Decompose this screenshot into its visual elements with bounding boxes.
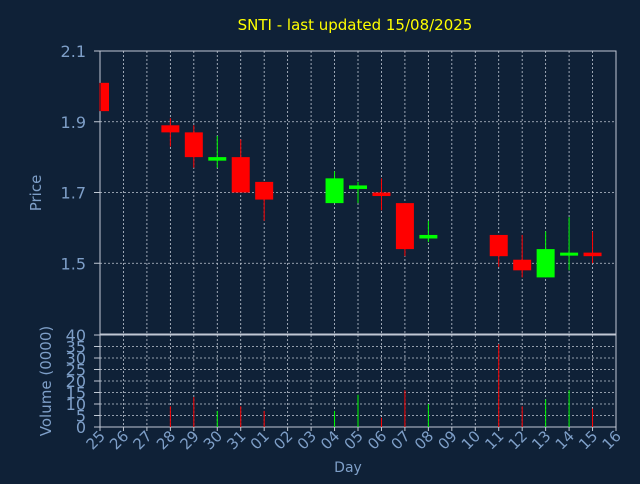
price-panel: 1.5 1.7 1.9 2.1: [61, 42, 617, 335]
candle-body: [395, 203, 414, 250]
x-tick-label: 04: [317, 427, 343, 453]
volume-tick-label: 10: [66, 395, 86, 414]
candle: [489, 234, 508, 267]
volume-tick-label: 30: [66, 349, 86, 368]
x-tick-label: 11: [481, 427, 507, 453]
x-tick-label: 10: [458, 427, 484, 453]
candle: [560, 217, 579, 271]
volume-tick-label: 15: [66, 384, 86, 403]
x-tick-label: 27: [130, 427, 156, 453]
candle: [583, 231, 602, 264]
candle-body: [161, 125, 180, 133]
volume-tick-label: 35: [66, 338, 86, 357]
x-tick-label: 07: [388, 427, 414, 453]
x-tick-label: 15: [575, 427, 601, 453]
x-tick-label: 14: [552, 427, 578, 453]
x-tick-label: 26: [106, 427, 132, 453]
candle: [255, 181, 274, 221]
candle-body: [372, 192, 391, 197]
x-axis-label: Day: [334, 460, 362, 476]
candle-body: [489, 234, 508, 257]
price-tick-label: 2.1: [61, 42, 86, 61]
x-tick-label: 30: [200, 427, 226, 453]
x-tick-label: 25: [83, 427, 109, 453]
candle-body: [101, 82, 109, 112]
candle-body: [583, 252, 602, 257]
candle-body: [560, 252, 579, 256]
x-tick-label: 29: [176, 427, 202, 453]
candle: [536, 231, 555, 278]
volume-tick-label: 20: [66, 372, 86, 391]
x-tick-label: 02: [270, 427, 296, 453]
candle: [395, 203, 414, 257]
volume-tick-label: 25: [66, 361, 86, 380]
x-tick-label: 08: [411, 427, 437, 453]
candle-body: [349, 185, 367, 189]
candle: [513, 234, 532, 278]
x-tick-label: 12: [505, 427, 531, 453]
candle-body: [208, 157, 227, 161]
price-tick-label: 1.5: [61, 254, 86, 273]
candle: [349, 181, 367, 204]
x-tick-label: 06: [364, 427, 390, 453]
x-tick-label: 28: [153, 427, 179, 453]
candle-body: [184, 132, 203, 158]
volume-panel: 0510152025303540252627282930310102030405…: [66, 326, 625, 453]
x-tick-label: 09: [434, 427, 460, 453]
price-tick-label: 1.9: [61, 113, 86, 132]
candle: [419, 220, 438, 243]
candle-body: [325, 178, 344, 204]
x-tick-label: 05: [341, 427, 367, 453]
candle: [231, 139, 250, 193]
x-tick-label: 01: [247, 427, 273, 453]
candle: [99, 82, 109, 112]
x-tick-label: 31: [223, 427, 249, 453]
chart-title: SNTI - last updated 15/08/2025: [238, 16, 473, 34]
price-axis-label: Price: [27, 175, 45, 212]
volume-tick-label: 40: [66, 326, 86, 345]
candle-body: [255, 181, 274, 200]
volume-axis-label: Volume (0000): [37, 326, 55, 436]
candle: [325, 171, 344, 204]
x-tick-label: 13: [528, 427, 554, 453]
candle-body: [419, 234, 438, 239]
candle-body: [513, 259, 532, 271]
price-tick-label: 1.7: [61, 184, 86, 203]
candle: [184, 125, 203, 168]
x-tick-label: 16: [599, 427, 625, 453]
candle: [208, 135, 227, 168]
candle: [161, 118, 180, 147]
volume-tick-label: 5: [76, 407, 86, 426]
candle-body: [536, 249, 555, 278]
candle: [372, 178, 391, 211]
volume-tick-label: 0: [76, 418, 86, 437]
candle-body: [231, 157, 250, 193]
x-tick-label: 03: [294, 427, 320, 453]
